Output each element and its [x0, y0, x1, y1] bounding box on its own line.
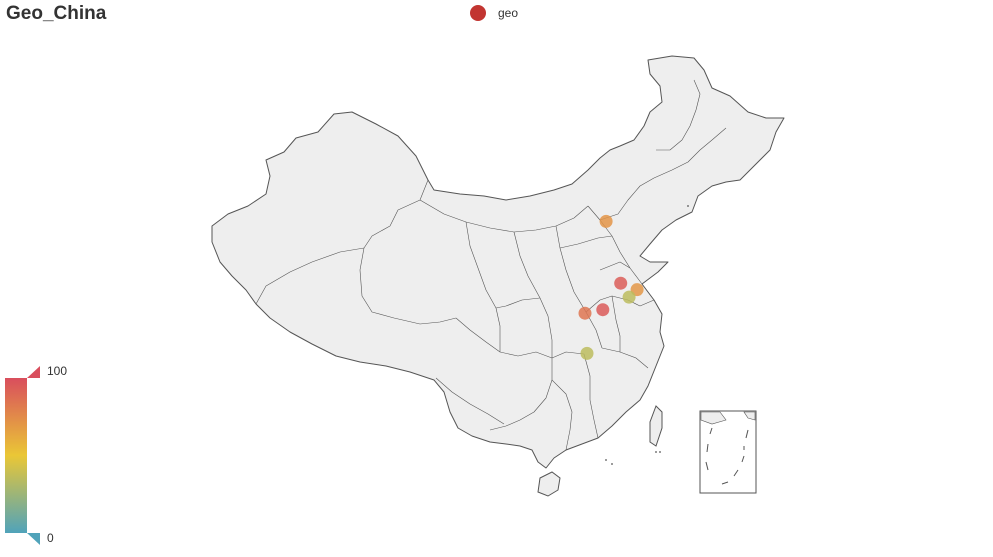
scatter-point-2[interactable] — [614, 276, 628, 290]
scatter-point-5[interactable] — [578, 306, 592, 320]
province-borders — [255, 79, 727, 451]
south-china-sea-inset — [699, 410, 757, 494]
visual-map-min-label: 0 — [47, 531, 54, 545]
scatter-point-3[interactable] — [622, 290, 636, 304]
scatter-point-6[interactable] — [580, 346, 594, 360]
scatter-point-0[interactable] — [599, 214, 613, 228]
visual-map-max-handle[interactable] — [27, 366, 40, 378]
china-region[interactable] — [211, 55, 785, 469]
visual-map-max-label: 100 — [47, 364, 68, 378]
legend[interactable]: geo — [470, 4, 518, 22]
scatter-points — [578, 214, 644, 360]
visual-map-gradient-bar[interactable] — [5, 378, 27, 533]
legend-label: geo — [498, 6, 519, 20]
visual-map[interactable] — [5, 366, 40, 545]
visual-map-min-handle[interactable] — [27, 533, 40, 545]
small-islands — [605, 205, 689, 465]
legend-marker-icon — [470, 5, 486, 21]
chart-title: Geo_China — [6, 3, 107, 24]
taiwan-island[interactable] — [649, 405, 663, 447]
scatter-point-4[interactable] — [596, 303, 610, 317]
hainan-island[interactable] — [537, 471, 561, 497]
